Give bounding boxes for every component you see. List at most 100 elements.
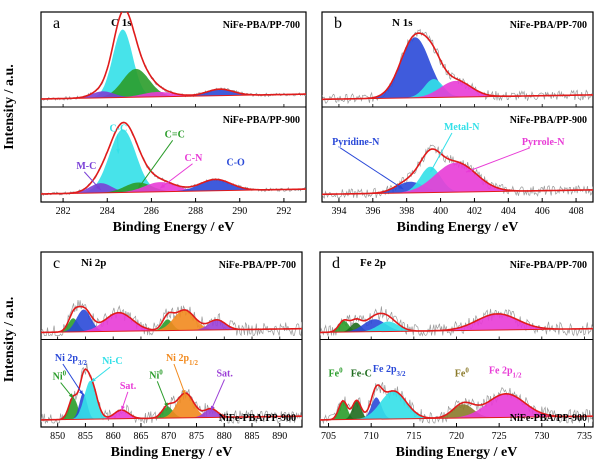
peak-fe0: [422, 404, 505, 419]
peak-ni-2p3-2: [54, 309, 113, 333]
annotation-arrowhead: [68, 393, 74, 399]
annotation-sat-: Sat.: [120, 381, 137, 392]
sample-label: NiFe-PBA/PP-700: [223, 20, 300, 31]
x-tick-label: 880: [217, 431, 232, 442]
annotation-fe-c: Fe-C: [351, 369, 372, 380]
y-axis-label: Intensity / a.u.: [2, 64, 17, 150]
panel-b: 394 396 398 400 402 404 406 408 Binding Energy /…: [321, 11, 594, 235]
annotation-pyridine-n: Pyridine-N: [332, 137, 380, 148]
panel-a: 282 284 286 288 290 292 Binding Energy / eV Int…: [2, 11, 307, 235]
x-tick-label: 870: [161, 431, 176, 442]
x-axis-label: Binding Energy / eV: [396, 445, 518, 460]
panel-letter: c: [53, 255, 60, 272]
annotation-part: 0: [465, 367, 469, 375]
x-tick-label: 735: [577, 431, 592, 442]
annotation-arrowhead: [466, 168, 471, 173]
core-level-title: Fe 2p: [360, 257, 386, 269]
annotation-part: 1/2: [513, 371, 522, 379]
sample-0: NiFe-PBA/PP-700: [40, 260, 303, 337]
annotation-part: 3/2: [78, 359, 87, 367]
panel-letter: a: [53, 15, 60, 32]
peak-pyridine-n: [355, 181, 465, 194]
x-tick-label: 292: [276, 206, 291, 217]
peak-c-n: [96, 91, 220, 98]
x-axis-label: Binding Energy / eV: [397, 220, 519, 235]
fit-envelope: [41, 12, 306, 100]
annotation-arrowhead: [430, 167, 435, 173]
fit-envelope: [41, 305, 302, 334]
panel-letter: b: [334, 15, 342, 32]
x-tick-label: 408: [569, 206, 584, 217]
annotation-arrowhead: [116, 148, 120, 154]
peak-sat-: [92, 410, 151, 420]
annotation-c-n: C-N: [185, 153, 204, 164]
x-tick-label: 885: [245, 431, 260, 442]
raw-spectrum: [41, 299, 302, 337]
annotation-part: 1/2: [189, 359, 198, 367]
x-tick-label: 398: [399, 206, 414, 217]
peak-fe-2p1-2: [415, 313, 580, 332]
annotation-part: Fe 2p: [373, 364, 397, 375]
fit-envelope: [320, 384, 593, 421]
annotation-arrow: [173, 363, 186, 396]
annotation-fe-2p1-2: Fe 2p1/2: [489, 365, 522, 379]
sample-0: NiFe-PBA/PP-700: [319, 260, 594, 337]
annotation-arrowhead: [182, 390, 186, 396]
sample-label: NiFe-PBA/PP-900: [223, 115, 300, 126]
sample-label: NiFe-PBA/PP-700: [219, 260, 296, 271]
fit-envelope: [322, 148, 593, 196]
annotation-part: 0: [339, 367, 343, 375]
x-tick-label: 402: [467, 206, 482, 217]
peak-sat-: [183, 320, 251, 331]
annotation-arrowhead: [398, 185, 404, 190]
annotation-arrowhead: [160, 183, 166, 189]
annotation-part: Ni 2p: [166, 353, 190, 364]
x-tick-label: 720: [449, 431, 464, 442]
peak-c-c: [83, 29, 163, 99]
annotation-part: Fe: [455, 369, 466, 380]
annotation-arrowhead: [138, 183, 143, 189]
peak-fe-2p3-2: [347, 321, 430, 332]
annotation-ni-2p3-2: Ni 2p3/2: [55, 353, 88, 367]
annotation-arrow: [159, 163, 193, 189]
annotation-c-c: C=C: [165, 129, 185, 140]
annotation-arrow: [339, 147, 404, 190]
x-tick-label: 865: [133, 431, 148, 442]
fit-envelope: [41, 121, 306, 195]
sample-label: NiFe-PBA/PP-900: [510, 413, 587, 424]
annotation-part: Fe 2p: [489, 365, 513, 376]
annotation-part: 0: [159, 368, 163, 376]
core-level-title: N 1s: [392, 17, 413, 29]
annotation-metal-n: Metal-N: [444, 122, 480, 133]
annotation-c-o: C-O: [227, 158, 246, 169]
x-tick-label: 855: [78, 431, 93, 442]
core-level-title: C 1s: [111, 17, 132, 29]
y-axis-label: Intensity / a.u.: [2, 297, 17, 383]
raw-spectrum: [320, 306, 593, 337]
peak-ni-2p1-2: [152, 393, 219, 419]
panel-d: 705 710 715 720 725 730 735 Binding Energy / eV…: [319, 251, 594, 460]
peak-pyrrole-n: [374, 162, 538, 194]
panel-c: 850 855 860 865 870 875 880 885 890 Binding Energ…: [2, 251, 303, 460]
annotation-sat-: Sat.: [216, 369, 233, 380]
x-tick-label: 288: [188, 206, 203, 217]
annotation-fe0: Fe0: [455, 367, 470, 380]
annotation-ni-c: Ni-C: [102, 356, 123, 367]
x-tick-label: 705: [321, 431, 336, 442]
sample-label: NiFe-PBA/PP-900: [219, 413, 296, 424]
peak-fe-c: [335, 322, 377, 333]
annotation-ni0: Ni0: [53, 370, 67, 383]
sample-label: NiFe-PBA/PP-700: [510, 260, 587, 271]
x-tick-label: 850: [50, 431, 65, 442]
x-tick-label: 715: [406, 431, 421, 442]
x-tick-label: 725: [492, 431, 507, 442]
annotation-fe-2p3-2: Fe 2p3/2: [373, 364, 406, 378]
fit-envelope: [320, 312, 593, 334]
annotation-arrowhead: [121, 405, 125, 411]
peak-fe-2p3-2: [342, 391, 445, 420]
x-tick-label: 290: [232, 206, 247, 217]
peak-c-c: [69, 129, 176, 194]
fit-envelope: [322, 32, 593, 101]
peak-fe-c: [339, 400, 374, 420]
